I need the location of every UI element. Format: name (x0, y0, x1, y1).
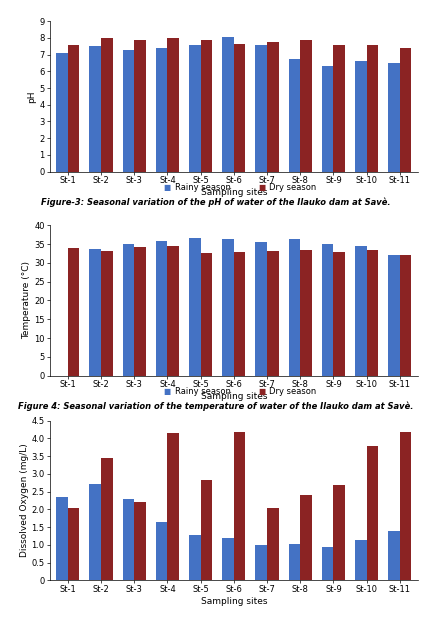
Bar (399, 432, 411, 580)
Bar (333, 252, 344, 376)
Bar (155, 48, 167, 172)
Bar (134, 502, 145, 580)
X-axis label: Sampling sites: Sampling sites (200, 393, 267, 401)
Bar (354, 61, 366, 172)
Bar (267, 251, 278, 376)
Text: Rainy season: Rainy season (174, 183, 230, 192)
Bar (267, 508, 278, 580)
Bar (366, 250, 378, 376)
X-axis label: Sampling sites: Sampling sites (200, 597, 267, 606)
Bar (122, 49, 134, 172)
Bar (222, 538, 233, 580)
Bar (255, 545, 267, 580)
Bar (288, 544, 300, 580)
Bar (200, 253, 212, 376)
Bar (387, 255, 399, 376)
Bar (267, 42, 278, 172)
Bar (200, 39, 212, 172)
Bar (189, 535, 200, 580)
Bar (321, 66, 333, 172)
Text: Dry season: Dry season (269, 387, 316, 396)
Bar (167, 246, 178, 376)
Bar (399, 255, 411, 376)
Bar (354, 540, 366, 580)
Bar (101, 251, 112, 376)
Text: ■: ■ (258, 387, 265, 396)
Bar (387, 531, 399, 580)
Bar (134, 247, 145, 376)
Bar (167, 433, 178, 580)
Bar (321, 546, 333, 580)
Bar (200, 480, 212, 580)
X-axis label: Sampling sites: Sampling sites (200, 188, 267, 197)
Bar (68, 248, 79, 376)
Bar (333, 44, 344, 172)
Bar (101, 458, 112, 580)
Text: Figure 4: Seasonal variation of the temperature of water of the Ilauko dam at Sa: Figure 4: Seasonal variation of the temp… (18, 401, 412, 411)
Bar (56, 497, 68, 580)
Bar (255, 242, 267, 376)
Bar (300, 41, 311, 172)
Bar (155, 241, 167, 376)
Bar (68, 508, 79, 580)
Bar (387, 63, 399, 172)
Text: ■: ■ (163, 387, 171, 396)
Text: Figure-3: Seasonal variation of the pH of water of the Ilauko dam at Savè.: Figure-3: Seasonal variation of the pH o… (41, 197, 389, 207)
Y-axis label: Dissolved Oxygen (mg/L): Dissolved Oxygen (mg/L) (20, 444, 29, 557)
Text: ■: ■ (258, 183, 265, 192)
Bar (68, 46, 79, 172)
Bar (189, 44, 200, 172)
Bar (101, 38, 112, 172)
Bar (255, 46, 267, 172)
Bar (300, 250, 311, 376)
Bar (288, 59, 300, 172)
Bar (89, 484, 101, 580)
Y-axis label: pH: pH (28, 90, 37, 103)
Text: ■: ■ (163, 183, 171, 192)
Bar (89, 46, 101, 172)
Bar (333, 485, 344, 580)
Text: Rainy season: Rainy season (174, 387, 230, 396)
Bar (366, 446, 378, 580)
Bar (56, 53, 68, 172)
Text: Dry season: Dry season (269, 183, 316, 192)
Bar (354, 247, 366, 376)
Bar (222, 239, 233, 376)
Bar (233, 44, 245, 172)
Bar (233, 252, 245, 376)
Bar (189, 238, 200, 376)
Bar (321, 244, 333, 376)
Bar (89, 249, 101, 376)
Bar (300, 495, 311, 580)
Bar (222, 37, 233, 172)
Bar (122, 244, 134, 376)
Bar (233, 432, 245, 580)
Bar (167, 38, 178, 172)
Bar (366, 46, 378, 172)
Bar (122, 500, 134, 580)
Bar (288, 239, 300, 376)
Bar (134, 41, 145, 172)
Bar (399, 48, 411, 172)
Bar (155, 522, 167, 580)
Y-axis label: Temperature (°C): Temperature (°C) (22, 262, 31, 339)
